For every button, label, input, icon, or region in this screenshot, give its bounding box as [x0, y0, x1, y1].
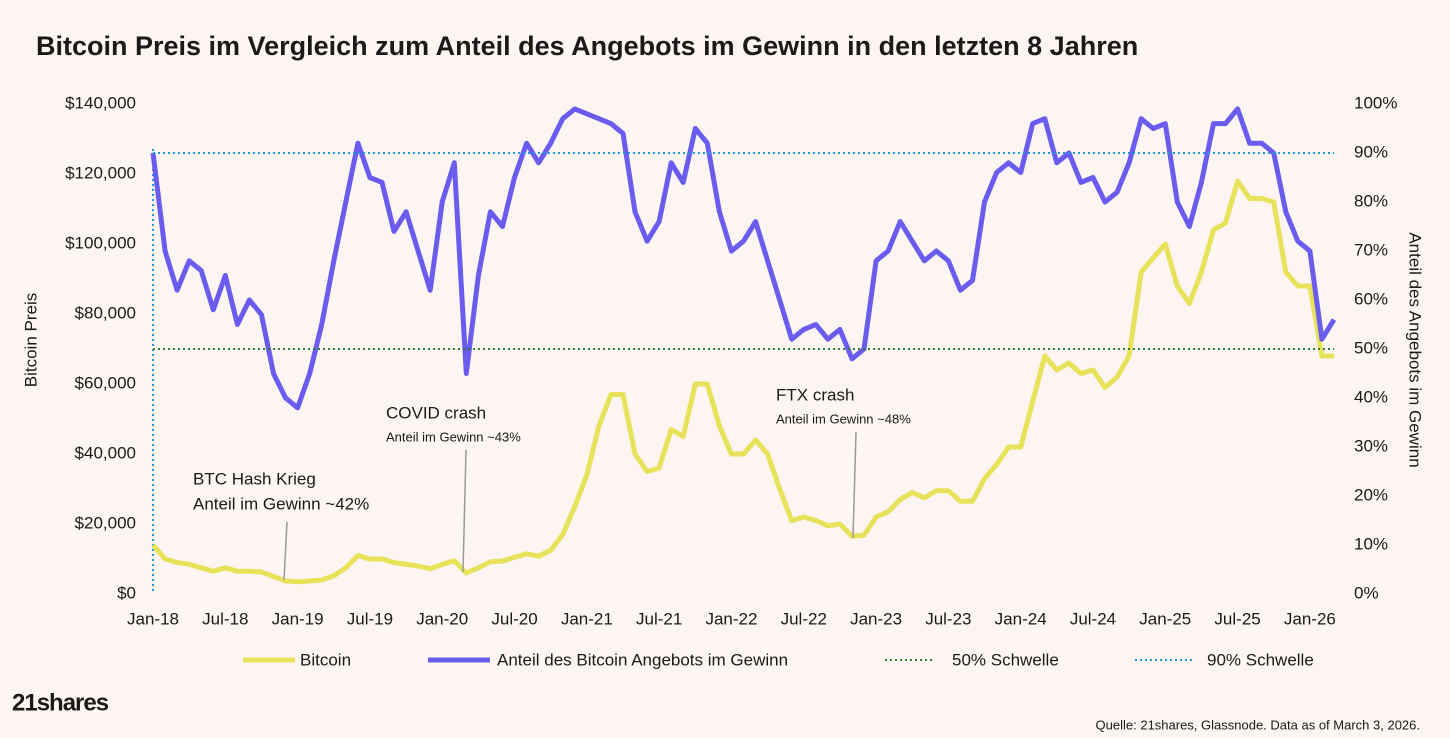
y2-tick-label: 40% [1354, 387, 1388, 406]
x-tick-label: Jul-25 [1214, 609, 1260, 628]
x-tick-label: Jan-26 [1284, 609, 1336, 628]
x-tick-label: Jan-23 [850, 609, 902, 628]
annotation-text: Anteil im Gewinn ~42% [193, 494, 369, 513]
y2-tick-label: 0% [1354, 583, 1379, 602]
y-tick-label: $140,000 [65, 93, 136, 112]
x-tick-label: Jan-18 [127, 609, 179, 628]
y-tick-label: $120,000 [65, 163, 136, 182]
y-tick-label: $60,000 [75, 373, 136, 392]
annotation-pointer [283, 521, 288, 581]
y-tick-label: $80,000 [75, 303, 136, 322]
chart-title: Bitcoin Preis im Vergleich zum Anteil de… [36, 31, 1138, 61]
y-axis-title: Bitcoin Preis [21, 293, 40, 387]
y2-tick-label: 70% [1354, 240, 1388, 259]
series-line [150, 106, 1337, 411]
series-line [151, 178, 1334, 585]
annotation-text: Anteil im Gewinn ~48% [776, 411, 911, 426]
y2-tick-label: 50% [1354, 338, 1388, 357]
logo: 21shares [12, 689, 109, 716]
source-note: Quelle: 21shares, Glassnode. Data as of … [1096, 717, 1420, 732]
x-tick-label: Jul-20 [491, 609, 537, 628]
x-tick-label: Jul-22 [781, 609, 827, 628]
x-tick-label: Jan-25 [1139, 609, 1191, 628]
x-tick-label: Jul-18 [202, 609, 248, 628]
y-tick-label: $40,000 [75, 443, 136, 462]
y-tick-label: $20,000 [75, 513, 136, 532]
y-tick-label: $0 [117, 583, 136, 602]
y2-tick-label: 100% [1354, 93, 1397, 112]
y2-tick-label: 80% [1354, 191, 1388, 210]
x-tick-label: Jan-19 [272, 609, 324, 628]
y2-tick-label: 90% [1354, 142, 1388, 161]
x-tick-label: Jul-19 [347, 609, 393, 628]
x-tick-label: Jan-24 [995, 609, 1047, 628]
x-tick-label: Jul-24 [1070, 609, 1116, 628]
y2-axis-title: Anteil des Angebots im Gewinn [1406, 232, 1425, 467]
y2-tick-label: 20% [1354, 485, 1388, 504]
legend-label: 50% Schwelle [952, 650, 1059, 669]
y2-tick-label: 10% [1354, 534, 1388, 553]
legend-label: Anteil des Bitcoin Angebots im Gewinn [497, 650, 788, 669]
x-tick-label: Jan-21 [561, 609, 613, 628]
annotation-title: BTC Hash Krieg [193, 469, 316, 488]
annotation-title: COVID crash [386, 403, 486, 422]
legend-label: 90% Schwelle [1207, 650, 1314, 669]
x-tick-label: Jul-21 [636, 609, 682, 628]
annotation-pointer [462, 449, 467, 573]
x-tick-label: Jul-23 [925, 609, 971, 628]
y2-tick-label: 60% [1354, 289, 1388, 308]
x-tick-label: Jan-22 [705, 609, 757, 628]
x-tick-label: Jan-20 [416, 609, 468, 628]
y2-tick-label: 30% [1354, 436, 1388, 455]
legend-label: Bitcoin [300, 650, 351, 669]
annotation-title: FTX crash [776, 385, 854, 404]
annotation-pointer [852, 431, 857, 539]
annotation-text: Anteil im Gewinn ~43% [386, 429, 521, 444]
y-tick-label: $100,000 [65, 233, 136, 252]
